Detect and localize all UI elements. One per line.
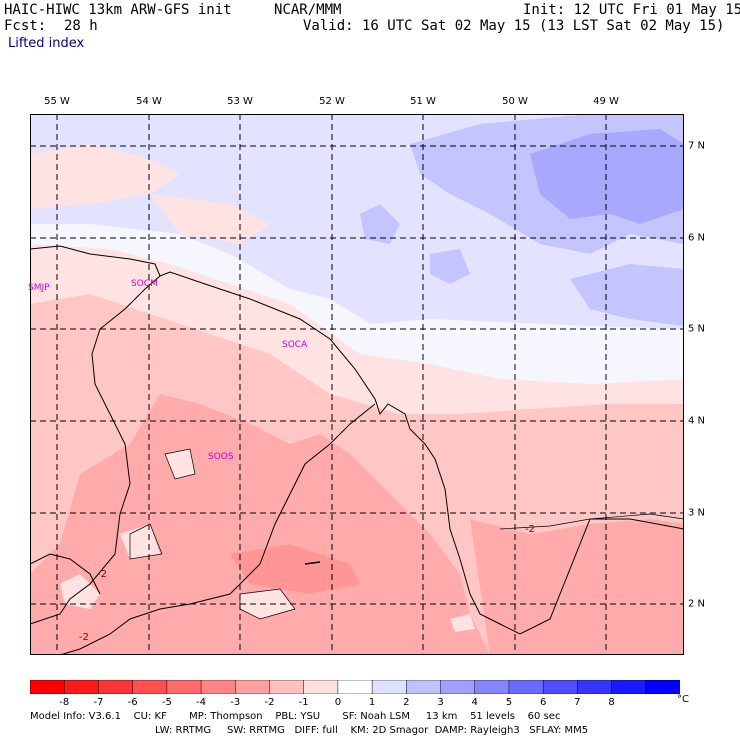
station-label: SOCA xyxy=(282,340,308,350)
colorbar-tick-label: -4 xyxy=(196,697,207,708)
colorbar-tick-label: -5 xyxy=(161,697,172,708)
lon-label: 55 W xyxy=(44,96,70,107)
station-label: SOOS xyxy=(208,452,234,462)
colorbar-tick-label: -7 xyxy=(93,697,104,708)
lon-label: 49 W xyxy=(593,96,619,107)
colorbar-swatch xyxy=(166,680,202,694)
colorbar-swatch xyxy=(474,680,510,694)
lat-label: 7 N xyxy=(688,140,706,152)
colorbar-swatch xyxy=(371,680,408,694)
colorbar-tick-label: -6 xyxy=(127,697,138,708)
pink-patch xyxy=(30,144,180,209)
colorbar-swatch xyxy=(303,680,339,694)
valid-time: Valid: 16 UTC Sat 02 May 15 (13 LST Sat … xyxy=(303,18,725,34)
colorbar-swatch xyxy=(200,680,237,694)
colorbar-tick-label: 0 xyxy=(334,697,342,708)
lat-label: 5 N xyxy=(688,323,706,335)
colorbar-swatch xyxy=(132,680,168,694)
forecast-label: Fcst: xyxy=(4,18,47,34)
contour-line xyxy=(499,513,684,530)
border-suriname xyxy=(30,275,161,625)
model-info-line2: LW: RRTMG SW: RRTMG DIFF: full KM: 2D Sm… xyxy=(155,725,589,736)
org-label: NCAR/MMM xyxy=(274,2,342,18)
colorbar-tick-label: -2 xyxy=(264,697,275,708)
model-info-line1: Model Info: V3.6.1 CU: KF MP: Thompson P… xyxy=(30,711,561,722)
map-frame xyxy=(30,114,684,655)
lon-label: 51 W xyxy=(410,96,436,107)
blue-patch xyxy=(570,264,684,326)
station-label: SMJP xyxy=(28,283,50,293)
contour-line xyxy=(129,523,163,560)
contour-line xyxy=(164,448,196,480)
colorbar-tick-label: -8 xyxy=(59,697,70,708)
colorbar-tick-label: -3 xyxy=(230,697,241,708)
colorbar-swatch xyxy=(645,680,680,694)
lat-label: 4 N xyxy=(688,415,706,427)
colorbar-swatch xyxy=(337,680,373,694)
colorbar-tick-label: 7 xyxy=(574,697,581,708)
colorbar xyxy=(30,680,680,694)
lifted-index-map xyxy=(30,114,684,655)
border-west xyxy=(30,553,101,595)
red-region-mid xyxy=(30,394,490,655)
colorbar-swatch xyxy=(440,680,476,694)
border-french-guiana xyxy=(59,403,376,655)
lon-label: 52 W xyxy=(319,96,345,107)
colorbar-unit: °C xyxy=(677,694,689,705)
colorbar-tick-label: -1 xyxy=(298,697,309,708)
pale-patch xyxy=(165,449,195,479)
contour-label: -2 xyxy=(79,632,89,643)
colorbar-tick-label: 3 xyxy=(437,697,444,708)
lat-label: 3 N xyxy=(688,507,706,519)
station-label: SOCM xyxy=(131,279,158,289)
lon-label: 50 W xyxy=(502,96,528,107)
contour-label: -2 xyxy=(525,524,535,535)
contour-label: -2 xyxy=(97,569,107,580)
blue-region-strong xyxy=(530,129,684,224)
colorbar-swatch xyxy=(577,680,613,694)
init-time: Init: 12 UTC Fri 01 May 15 xyxy=(523,2,740,18)
colorbar-swatch xyxy=(406,680,442,694)
lat-label: 2 N xyxy=(688,598,706,610)
lon-label: 54 W xyxy=(136,96,162,107)
red-region-mid xyxy=(470,519,684,655)
colorbar-tick-label: 5 xyxy=(505,697,513,708)
field-name: Lifted index xyxy=(8,36,85,51)
lon-label: 53 W xyxy=(227,96,253,107)
colorbar-tick-label: 8 xyxy=(608,697,615,708)
colorbar-swatch xyxy=(98,680,134,694)
lat-lon-grid xyxy=(30,114,684,655)
colorbar-tick-label: 1 xyxy=(368,697,376,708)
pale-patch xyxy=(240,589,295,619)
forecast-hour: 28 h xyxy=(64,18,98,34)
colorbar-swatch xyxy=(30,680,65,694)
lat-label: 6 N xyxy=(688,232,706,244)
colorbar-swatch xyxy=(235,680,271,694)
colorbar-tick-label: 2 xyxy=(403,697,410,708)
colorbar-swatch xyxy=(508,680,544,694)
blue-patch xyxy=(360,204,400,244)
blue-patch xyxy=(430,249,470,284)
model-title: HAIC-HIWC 13km ARW-GFS init xyxy=(4,2,232,18)
colorbar-swatch xyxy=(542,680,579,694)
colorbar-swatch xyxy=(269,680,305,694)
colorbar-tick-label: 4 xyxy=(471,697,478,708)
colorbar-tick-label: 6 xyxy=(539,697,547,708)
coastline xyxy=(30,245,684,635)
colorbar-swatch xyxy=(611,680,647,694)
contour-line xyxy=(304,561,321,565)
pink-patch xyxy=(150,194,270,244)
colorbar-swatch xyxy=(63,680,100,694)
pale-patch xyxy=(450,614,475,632)
